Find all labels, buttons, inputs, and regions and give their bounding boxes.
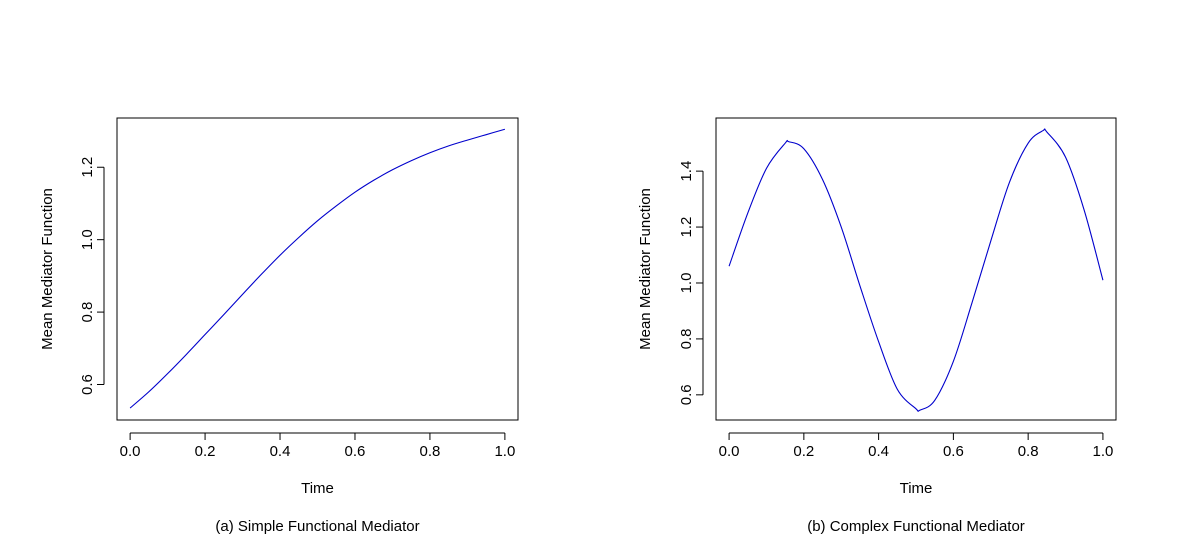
x-tick-label: 0.4 [270, 443, 291, 460]
y-tick-label: 0.6 [79, 374, 96, 395]
series-line-1 [129, 128, 506, 409]
x-tick-label: 0.6 [943, 443, 964, 460]
x-tick-label: 1.0 [494, 443, 515, 460]
x-tick-label: 0.2 [793, 443, 814, 460]
x-tick-label: 1.0 [1092, 443, 1113, 460]
plot-frame [715, 117, 1117, 421]
x-axis-label: Time [301, 480, 334, 497]
figure-caption: (a) Simple Functional Mediator [215, 518, 419, 535]
x-tick-label: 0.6 [345, 443, 366, 460]
x-tick-label: 0.4 [868, 443, 889, 460]
y-tick-label: 0.6 [678, 384, 695, 405]
y-tick-label: 1.0 [678, 273, 695, 294]
y-tick-label: 1.4 [678, 161, 695, 182]
y-tick-label: 1.2 [79, 157, 96, 178]
x-tick-label: 0.0 [719, 443, 740, 460]
series-line-1 [728, 128, 1104, 412]
chart-a: 0.0 0.2 0.4 0.6 0.8 1.0 0.6 0.8 1.0 1.2 Time Mean M… [39, 117, 519, 535]
x-tick-label: 0.2 [195, 443, 216, 460]
x-tick-label: 0.8 [420, 443, 441, 460]
y-tick-label: 0.8 [678, 328, 695, 349]
y-tick-label: 1.0 [79, 229, 96, 250]
y-tick-label: 1.2 [678, 217, 695, 238]
plot-frame [116, 117, 519, 421]
x-tick-label: 0.8 [1018, 443, 1039, 460]
y-tick-label: 0.8 [79, 302, 96, 323]
figure-caption: (b) Complex Functional Mediator [807, 518, 1025, 535]
x-tick-label: 0.0 [120, 443, 141, 460]
x-axis-label: Time [900, 480, 933, 497]
y-axis-label: Mean Mediator Function [39, 188, 56, 350]
y-axis-label: Mean Mediator Function [637, 188, 654, 350]
chart-b: 0.0 0.2 0.4 0.6 0.8 1.0 0.6 0.8 1.0 1.2 1.4 Time Mea… [637, 117, 1117, 535]
